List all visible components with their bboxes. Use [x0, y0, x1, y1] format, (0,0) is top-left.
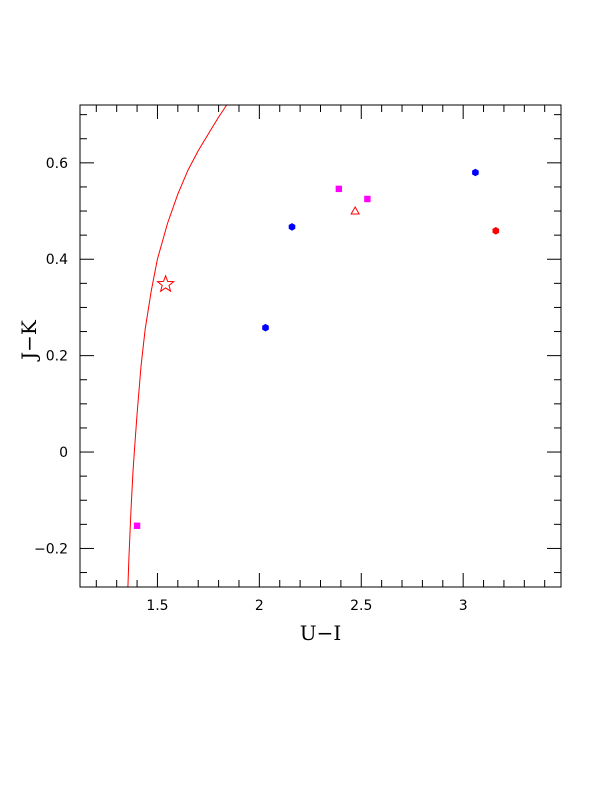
data-point-hexagon — [472, 168, 479, 177]
model-curve-layer — [127, 105, 228, 587]
data-point-triangle — [350, 206, 361, 215]
data-point-square — [133, 522, 141, 529]
y-tick-label: −0.2 — [34, 541, 68, 557]
data-point-square — [335, 185, 343, 193]
plot-frame — [79, 104, 562, 588]
y-tick-label: 0 — [59, 445, 68, 461]
tick-labels-layer: 1.5 2 2.5 3 −0.2 0 0.2 0.4 0.6 — [34, 156, 468, 614]
y-tick-label: 0.6 — [46, 156, 68, 172]
y-axis-title: J−K — [17, 319, 41, 362]
x-tick-label: 1.5 — [146, 598, 168, 614]
y-tick-label: 0.2 — [46, 349, 68, 365]
data-point-hexagon — [262, 323, 269, 332]
y-tick-label: 0.4 — [46, 252, 68, 268]
x-axis-title: U−I — [300, 621, 342, 645]
data-point-square — [364, 195, 371, 203]
data-point-hexagon — [492, 227, 500, 235]
data-point-hexagon — [288, 223, 296, 231]
axis-ticks-layer — [80, 105, 561, 587]
data-point-star — [156, 274, 176, 293]
model-curve — [127, 105, 228, 587]
x-tick-label: 3 — [459, 598, 468, 614]
x-tick-label: 2.5 — [350, 598, 372, 614]
data-points-layer — [133, 168, 500, 529]
x-tick-label: 2 — [255, 598, 264, 614]
